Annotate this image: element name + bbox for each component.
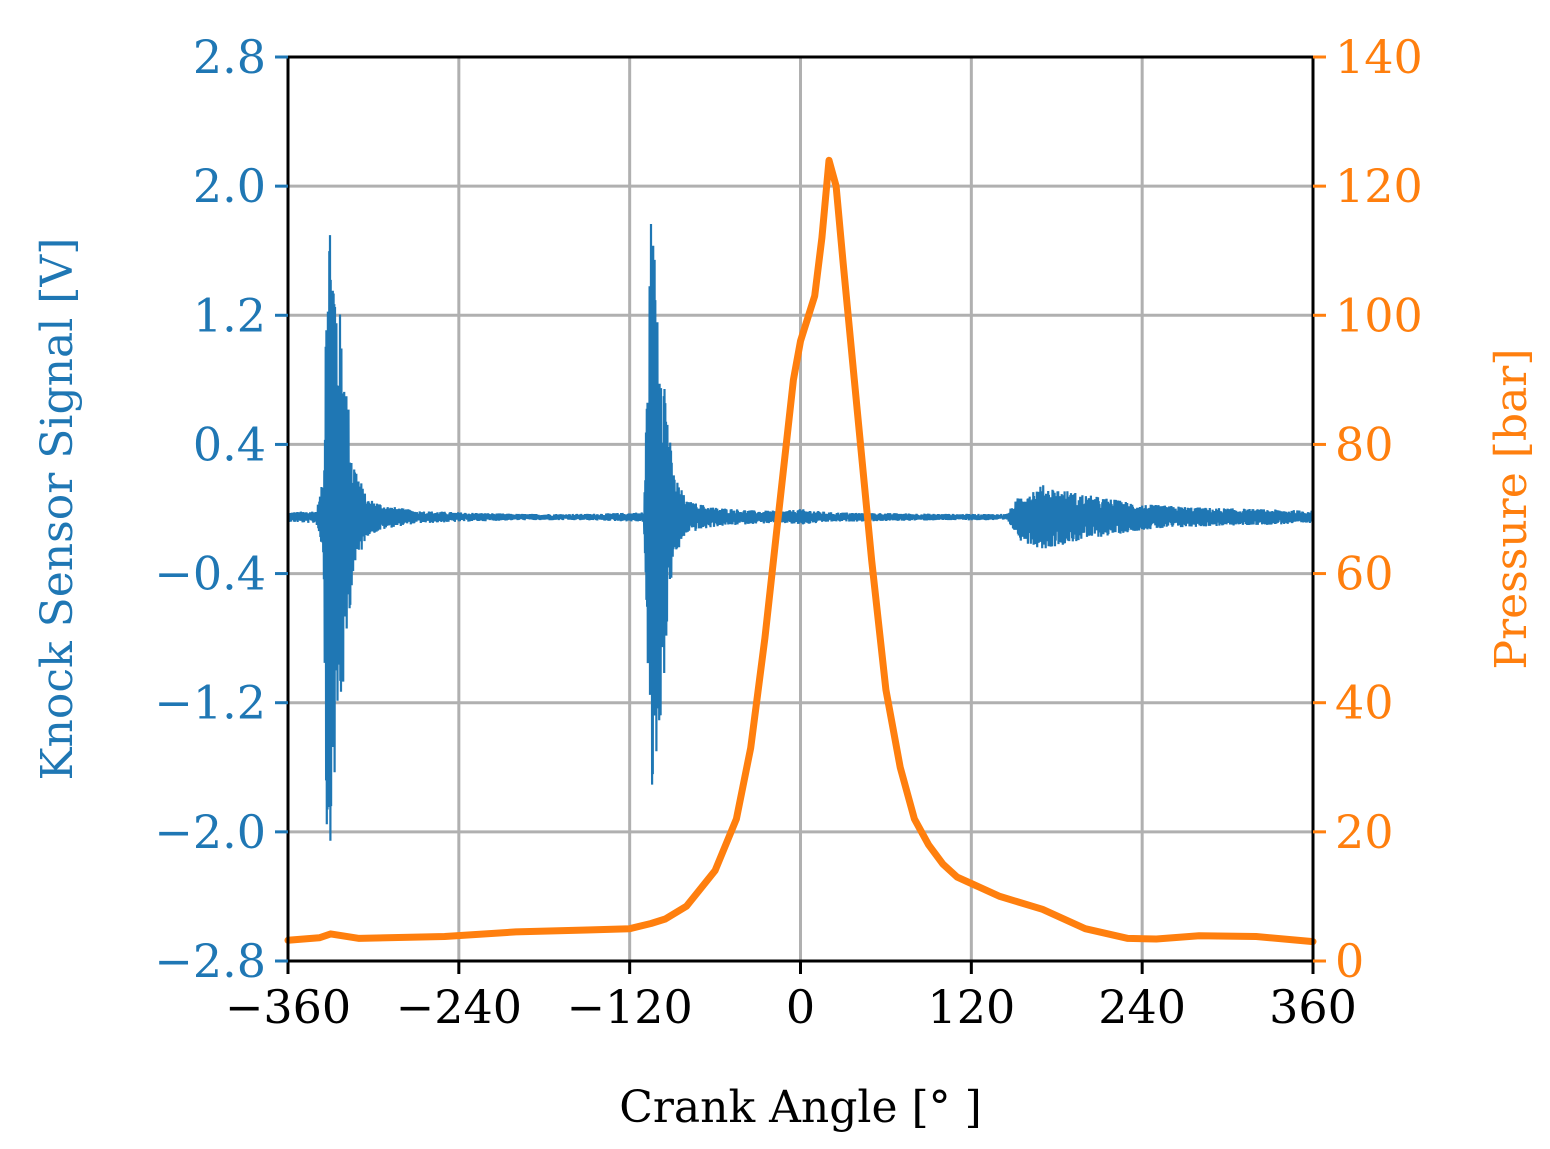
y-axis-left-label: Knock Sensor Signal [V] — [32, 238, 83, 781]
y-left-tick-label: 2.0 — [193, 159, 266, 213]
ticks: −360 −240 −120 0 120 240 360 2.8 2.0 1.2 0.4 −0.4 −1… — [154, 30, 1423, 1034]
y-left-tick-label: −2.0 — [154, 805, 266, 859]
y-right-tick-label: 0 — [1335, 934, 1364, 988]
y-right-tick-label: 140 — [1335, 30, 1423, 84]
y-left-tick-label: −1.2 — [154, 676, 266, 730]
y-left-tick-label: −0.4 — [154, 547, 266, 601]
y-right-tick-label: 120 — [1335, 159, 1423, 213]
x-tick-label: −240 — [396, 980, 522, 1034]
x-tick-label: −360 — [225, 980, 351, 1034]
x-tick-label: 120 — [927, 980, 1015, 1034]
y-left-tick-label: 0.4 — [193, 417, 266, 471]
y-left-tick-label: 2.8 — [193, 30, 266, 84]
series-pressure — [284, 156, 1317, 946]
x-tick-label: −120 — [566, 980, 692, 1034]
x-tick-label: 360 — [1269, 980, 1357, 1034]
y-right-tick-label: 80 — [1335, 417, 1394, 471]
series-line-knock — [286, 223, 1315, 841]
x-axis-label: Crank Angle [° ] — [619, 1082, 982, 1133]
x-tick-label: 0 — [786, 980, 815, 1034]
y-right-tick-label: 100 — [1335, 288, 1423, 342]
series-line-pressure — [284, 156, 1317, 946]
series-knock-sensor — [286, 223, 1315, 841]
y-right-tick-label: 60 — [1335, 547, 1394, 601]
y-left-tick-label: 1.2 — [193, 288, 266, 342]
y-right-tick-label: 40 — [1335, 676, 1394, 730]
y-left-tick-label: −2.8 — [154, 934, 266, 988]
x-tick-label: 240 — [1098, 980, 1186, 1034]
y-axis-right-label: Pressure [bar] — [1486, 349, 1537, 670]
y-right-tick-label: 20 — [1335, 805, 1394, 859]
